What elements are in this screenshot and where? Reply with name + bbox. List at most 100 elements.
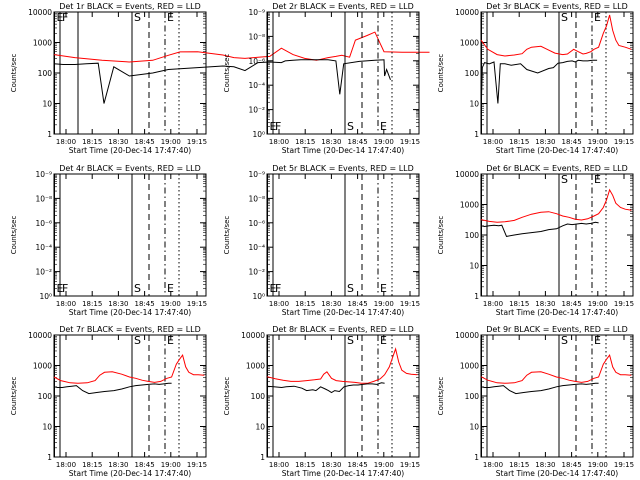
y-tick-label: 10⁻⁶	[248, 219, 265, 228]
y-tick-label: 100	[38, 392, 53, 401]
y-tick-label: 1	[474, 292, 479, 301]
event-marker-label: E	[167, 334, 174, 347]
x-tick-label: 19:00	[161, 461, 181, 469]
x-tick-label: 18:45	[562, 300, 582, 308]
x-axis-label: Start Time (20-Dec-14 17:47:40)	[69, 469, 191, 478]
x-tick-label: 18:30	[535, 461, 555, 469]
detector-panel-8: Det 8r BLACK = Events, RED = LLD 1 10 100 10…	[223, 325, 420, 478]
panel-title: Det 4r BLACK = Events, RED = LLD	[59, 164, 201, 173]
y-tick-label: 10⁻⁹	[248, 170, 265, 179]
panel-title: Det 3r BLACK = Events, RED = LLD	[486, 2, 628, 11]
x-axis-label: Start Time (20-Dec-14 17:47:40)	[282, 469, 404, 478]
y-axis-label: Counts/sec	[10, 216, 18, 255]
x-tick-label: 18:00	[56, 138, 76, 146]
y-tick-label: 10⁻⁸	[248, 32, 265, 41]
x-tick-label: 18:15	[509, 138, 529, 146]
event-marker-label: E	[167, 282, 174, 295]
x-tick-label: 18:45	[135, 461, 155, 469]
x-tick-label: 18:45	[562, 138, 582, 146]
x-tick-label: 19:00	[374, 461, 394, 469]
x-tick-label: 18:45	[135, 300, 155, 308]
y-tick-label: 10000	[28, 8, 52, 17]
plot-frame	[266, 173, 420, 297]
event-marker-label: S	[561, 11, 568, 24]
x-tick-label: 19:15	[614, 461, 634, 469]
x-tick-label: 19:15	[400, 300, 420, 308]
y-tick-label: 1000	[246, 362, 265, 371]
x-tick-label: 18:30	[321, 300, 341, 308]
event-marker-label: F	[62, 11, 68, 24]
x-axis-label: Start Time (20-Dec-14 17:47:40)	[282, 308, 404, 317]
x-tick-label: 19:15	[400, 138, 420, 146]
y-axis-label: Counts/sec	[223, 216, 231, 255]
y-tick-label: 10⁻²	[35, 268, 52, 277]
x-tick-label: 19:15	[187, 138, 207, 146]
y-tick-label: 10⁻⁴	[248, 243, 265, 252]
x-tick-label: 18:30	[108, 300, 128, 308]
detector-panel-1: Det 1r BLACK = Events, RED = LLD 1 10 100 10…	[10, 2, 430, 155]
y-tick-label: 1000	[460, 362, 479, 371]
x-tick-label: 18:30	[321, 461, 341, 469]
y-tick-label: 10⁻⁶	[248, 57, 265, 66]
x-tick-label: 19:15	[187, 461, 207, 469]
y-tick-label: 1	[474, 130, 479, 139]
x-tick-label: 18:00	[483, 461, 503, 469]
detector-panel-7: Det 7r BLACK = Events, RED = LLD 1 10 100 10…	[10, 325, 207, 478]
y-tick-label: 10000	[455, 331, 479, 340]
y-axis-label: Counts/sec	[437, 54, 445, 93]
y-tick-label: 10⁻⁹	[35, 170, 52, 179]
x-tick-label: 19:00	[588, 461, 608, 469]
x-axis-label: Start Time (20-Dec-14 17:47:40)	[282, 146, 404, 155]
x-tick-label: 18:30	[321, 138, 341, 146]
y-tick-label: 10000	[241, 331, 265, 340]
plot-frame	[480, 11, 634, 135]
y-tick-label: 10	[469, 100, 479, 109]
y-tick-label: 100	[251, 392, 266, 401]
x-tick-label: 18:15	[295, 461, 315, 469]
x-tick-label: 18:45	[348, 138, 368, 146]
series-lld-line	[53, 353, 205, 384]
x-tick-label: 18:30	[535, 138, 555, 146]
x-tick-label: 18:45	[562, 461, 582, 469]
x-tick-label: 18:00	[269, 300, 289, 308]
y-tick-label: 1	[47, 453, 52, 462]
event-marker-label: E	[594, 173, 601, 186]
detector-panel-6: Det 6r BLACK = Events, RED = LLD 1 10 100 10…	[437, 164, 634, 317]
y-tick-label: 1000	[33, 39, 52, 48]
x-axis-label: Start Time (20-Dec-14 17:47:40)	[69, 308, 191, 317]
y-tick-label: 10⁰	[252, 292, 265, 301]
x-tick-label: 18:15	[295, 138, 315, 146]
plot-frame	[53, 11, 207, 135]
y-axis-label: Counts/sec	[223, 54, 231, 93]
event-marker-label: S	[561, 334, 568, 347]
y-tick-label: 10	[42, 100, 52, 109]
x-tick-label: 18:00	[269, 461, 289, 469]
y-tick-label: 100	[465, 231, 480, 240]
y-axis-label: Counts/sec	[437, 377, 445, 416]
x-axis-label: Start Time (20-Dec-14 17:47:40)	[496, 146, 618, 155]
panel-title: Det 9r BLACK = Events, RED = LLD	[486, 325, 628, 334]
y-tick-label: 100	[465, 69, 480, 78]
event-marker-label: F	[275, 282, 281, 295]
x-tick-label: 18:30	[108, 461, 128, 469]
plot-frame	[480, 173, 634, 297]
x-tick-label: 19:00	[588, 300, 608, 308]
event-marker-label: E	[594, 334, 601, 347]
event-marker-label: E	[380, 282, 387, 295]
detector-panel-5: Det 5r BLACK = Events, RED = LLD 10⁰ 10⁻² 1…	[223, 164, 420, 317]
x-tick-label: 18:30	[535, 300, 555, 308]
x-tick-label: 18:15	[509, 300, 529, 308]
y-tick-label: 10⁻⁴	[35, 243, 52, 252]
panel-title: Det 6r BLACK = Events, RED = LLD	[486, 164, 628, 173]
event-marker-label: F	[275, 120, 281, 133]
y-tick-label: 10⁻⁶	[35, 219, 52, 228]
y-axis-label: Counts/sec	[10, 54, 18, 93]
y-tick-label: 1	[474, 453, 479, 462]
plot-frame	[53, 173, 207, 297]
y-axis-label: Counts/sec	[437, 216, 445, 255]
series-lld-line	[53, 31, 430, 63]
x-tick-label: 19:00	[161, 300, 181, 308]
panel-title: Det 1r BLACK = Events, RED = LLD	[59, 2, 201, 11]
x-tick-label: 19:15	[614, 300, 634, 308]
x-tick-label: 18:30	[108, 138, 128, 146]
